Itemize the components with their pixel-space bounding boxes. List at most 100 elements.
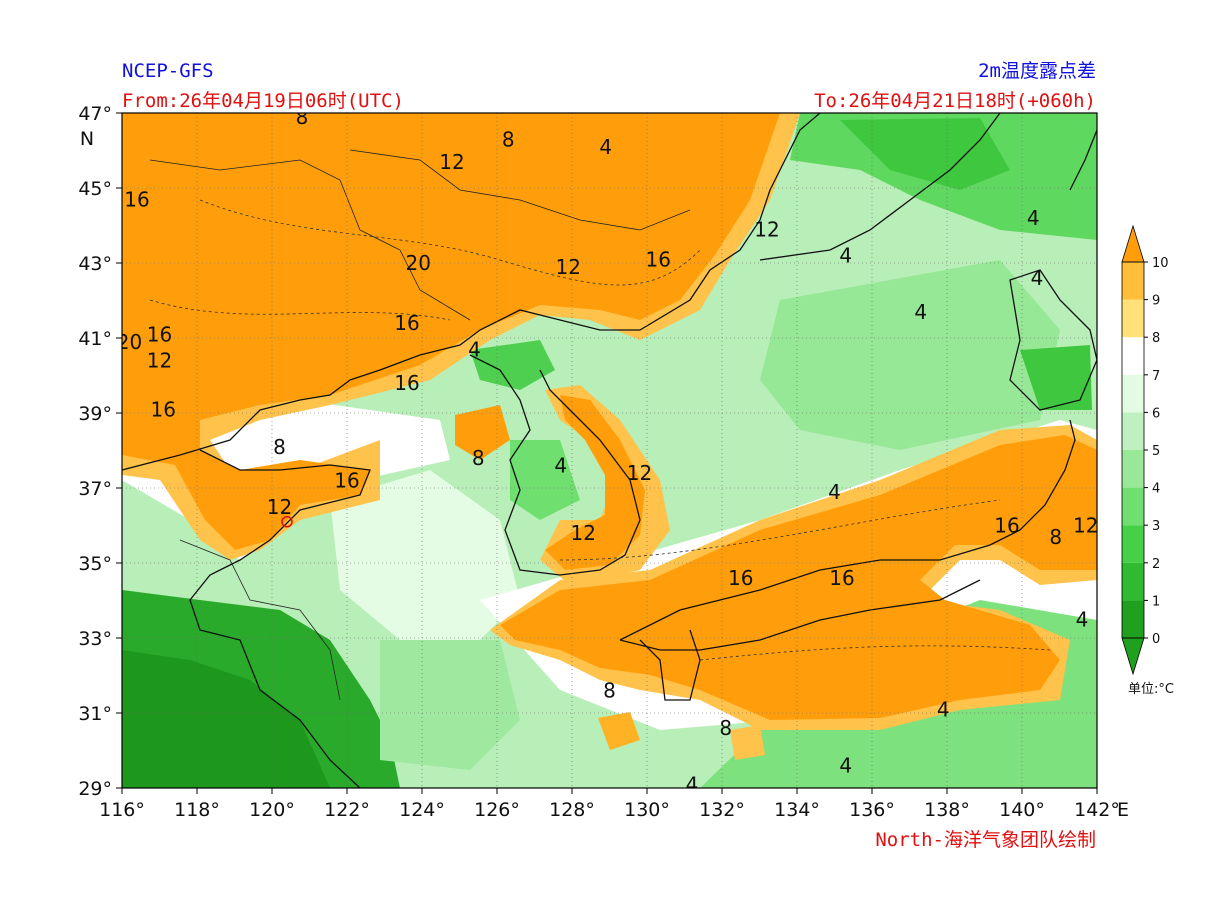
lat-tick-label: 45° xyxy=(78,178,112,200)
contour-value-label: 8 xyxy=(1049,525,1062,549)
colorbar-unit-label: 单位:°C xyxy=(1128,682,1174,697)
contour-value-label: 16 xyxy=(994,514,1019,538)
moist-region-okhotsk xyxy=(840,118,1010,190)
humidity-field xyxy=(122,113,1097,788)
valid-to-label: To:26年04月21日18时(+060h) xyxy=(814,90,1096,112)
moist-region-japan-sea xyxy=(760,260,1060,450)
lon-tick-label: 134° xyxy=(774,799,820,821)
lon-tick-label: 120° xyxy=(249,799,295,821)
lon-tick-label: 126° xyxy=(474,799,520,821)
colorbar-tick-label: 9 xyxy=(1152,294,1160,309)
contour-value-label: 12 xyxy=(556,255,581,279)
coastline-shandong xyxy=(189,449,371,788)
dry-region-northwest-core xyxy=(122,113,780,550)
contour-value-label: 8 xyxy=(273,435,286,459)
lon-tick-label: 128° xyxy=(549,799,595,821)
moist-region-east-china-sea xyxy=(380,640,520,770)
coastline-kyushu xyxy=(639,629,701,701)
contour-value-label: 8 xyxy=(502,127,515,151)
contour-value-label: 4 xyxy=(828,480,841,504)
contour-value-label: 16 xyxy=(151,397,176,421)
contour-value-label: 12 xyxy=(267,495,292,519)
colorbar-tick-label: 7 xyxy=(1152,369,1160,384)
lat-tick-label: 35° xyxy=(78,553,112,575)
lat-tick-label: 31° xyxy=(78,703,112,725)
contour-value-label: 16 xyxy=(728,566,753,590)
variable-title: 2m温度露点差 xyxy=(978,60,1096,82)
lon-tick-label: 118° xyxy=(174,799,220,821)
lon-tick-label: 130° xyxy=(624,799,670,821)
contour-value-label: 4 xyxy=(554,454,567,478)
contour-value-label: 16 xyxy=(147,322,172,346)
lat-tick-label: 43° xyxy=(78,253,112,275)
contour-value-label: 4 xyxy=(468,337,481,361)
coastline-hokkaido xyxy=(1009,269,1097,411)
lon-tick-label: 136° xyxy=(849,799,895,821)
coastline-japan-honshu xyxy=(619,419,1076,641)
colorbar-tick-label: 0 xyxy=(1152,632,1160,647)
colorbar-tick-label: 3 xyxy=(1152,519,1160,534)
contour-line-a xyxy=(199,199,701,286)
contour-value-label: 16 xyxy=(394,371,419,395)
colorbar-segment xyxy=(1122,337,1144,375)
lon-tick-label: 132° xyxy=(699,799,745,821)
dry-region-islet-east xyxy=(730,725,765,760)
colorbar-segment xyxy=(1122,299,1144,338)
coastlines xyxy=(122,113,1097,788)
border-inner-mongolia xyxy=(149,159,471,321)
colorbar-tick-label: 6 xyxy=(1152,406,1160,421)
contour-line-c xyxy=(559,499,1001,561)
contour-value-label: 12 xyxy=(754,217,779,241)
contour-value-label: 8 xyxy=(296,105,309,129)
coastline-china-north xyxy=(122,113,821,471)
moist-region-korea xyxy=(510,440,580,520)
graticule xyxy=(122,113,1097,788)
contour-value-label: 20 xyxy=(406,251,431,275)
contour-value-label: 12 xyxy=(147,349,172,373)
colorbar-segment xyxy=(1122,412,1144,450)
lat-tick-label: 29° xyxy=(78,778,112,800)
coastline-russia-east xyxy=(759,113,1001,261)
contour-value-label: 4 xyxy=(1076,607,1089,631)
lat-tick-label: 41° xyxy=(78,328,112,350)
coastline-sakhalin xyxy=(1069,129,1097,191)
contours xyxy=(149,199,1051,661)
colorbar-tick-label: 1 xyxy=(1152,594,1160,609)
contour-value-label: 4 xyxy=(686,772,699,796)
contour-value-label: 4 xyxy=(599,135,612,159)
contour-value-label: 20 xyxy=(117,330,142,354)
lat-tick-label: 33° xyxy=(78,628,112,650)
lon-tick-label: 140° xyxy=(999,799,1045,821)
contour-line-b xyxy=(149,299,451,321)
colorbar-segment xyxy=(1122,525,1144,563)
colorbar-tick-label: 4 xyxy=(1152,482,1160,497)
lon-tick-label: 138° xyxy=(924,799,970,821)
borders xyxy=(149,149,691,701)
contour-value-label: 8 xyxy=(472,446,485,470)
lon-tick-label: 142° xyxy=(1074,799,1120,821)
lat-tick-label: 39° xyxy=(78,403,112,425)
dry-region-islet-south xyxy=(598,712,640,750)
colorbar-max-arrow xyxy=(1121,224,1145,263)
contour-value-label: 8 xyxy=(603,679,616,703)
map-frame xyxy=(121,112,1098,789)
contour-value-label: 16 xyxy=(334,469,359,493)
colorbar-segment xyxy=(1122,450,1144,488)
moist-region-bohai xyxy=(470,340,555,390)
lon-tick-label: 116° xyxy=(99,799,145,821)
lon-axis: 116° 118° 120° 122° 124° 126° 128° 130° 132° 134°… xyxy=(99,788,1129,821)
contour-value-label: 12 xyxy=(1073,514,1098,538)
contour-value-label: 16 xyxy=(829,566,854,590)
colorbar-tick-label: 8 xyxy=(1152,331,1160,346)
lon-unit-label: E xyxy=(1117,799,1129,821)
colorbar-segment xyxy=(1122,562,1144,601)
station-marker[interactable] xyxy=(281,516,293,528)
contour-value-label: 16 xyxy=(646,247,671,271)
contour-value-label: 16 xyxy=(394,311,419,335)
model-title: NCEP-GFS xyxy=(122,60,214,82)
moist-region-yellow-sea xyxy=(330,470,520,650)
colorbar-min-arrow xyxy=(1121,637,1145,676)
